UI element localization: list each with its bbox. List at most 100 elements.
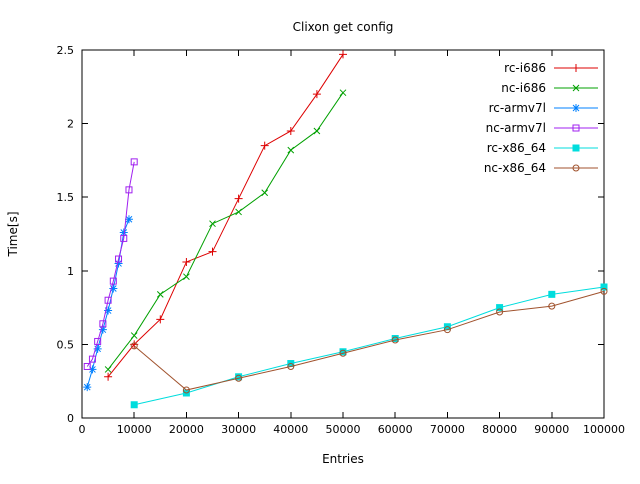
legend-item-rc-i686: rc-i686 bbox=[504, 61, 598, 75]
marker-square-filled bbox=[572, 144, 580, 152]
x-tick-label: 10000 bbox=[117, 423, 152, 436]
marker-square-open bbox=[125, 186, 133, 194]
series-rc-x86_64 bbox=[130, 283, 608, 409]
legend-label: rc-armv7l bbox=[489, 101, 546, 115]
marker-circle-open bbox=[548, 302, 556, 310]
marker-circle-open bbox=[391, 336, 399, 344]
x-tick-label: 80000 bbox=[482, 423, 517, 436]
x-tick-label: 40000 bbox=[273, 423, 308, 436]
y-axis-label: Time[s] bbox=[6, 212, 20, 258]
plot-content: 0 10000 20000 30000 40000 50000 60000 70000 8000… bbox=[57, 44, 626, 436]
series-line bbox=[86, 161, 135, 367]
x-tick-label: 90000 bbox=[534, 423, 569, 436]
series-nc-x86_64 bbox=[130, 287, 608, 394]
series-line bbox=[107, 92, 344, 370]
marker-plus bbox=[286, 126, 295, 135]
marker-circle-open bbox=[235, 374, 243, 382]
marker-plus bbox=[104, 372, 113, 381]
marker-square-filled bbox=[548, 290, 556, 298]
legend-item-nc-x86_64: nc-x86_64 bbox=[484, 161, 598, 175]
series-line bbox=[133, 290, 605, 391]
marker-asterisk bbox=[109, 284, 118, 293]
marker-plus bbox=[312, 90, 321, 99]
marker-asterisk bbox=[88, 365, 97, 374]
y-tick-label: 2.5 bbox=[57, 44, 75, 57]
marker-square-filled bbox=[496, 304, 504, 312]
marker-plus bbox=[260, 141, 269, 150]
legend-label: rc-i686 bbox=[504, 61, 546, 75]
marker-asterisk bbox=[98, 325, 107, 334]
marker-square-open bbox=[115, 255, 123, 263]
marker-asterisk bbox=[114, 259, 123, 268]
marker-square-open bbox=[130, 158, 138, 166]
marker-cross bbox=[287, 146, 295, 154]
x-tick-label: 0 bbox=[79, 423, 86, 436]
marker-cross bbox=[572, 84, 580, 92]
legend-label: nc-i686 bbox=[501, 81, 546, 95]
y-tick-label: 1 bbox=[67, 265, 74, 278]
marker-square-open bbox=[99, 320, 107, 328]
marker-plus bbox=[572, 64, 580, 72]
series-nc-i686 bbox=[104, 89, 347, 373]
x-tick-label: 100000 bbox=[583, 423, 625, 436]
marker-square-open bbox=[88, 355, 96, 363]
marker-square-open bbox=[572, 124, 580, 132]
marker-asterisk bbox=[119, 228, 128, 237]
x-tick-label: 60000 bbox=[378, 423, 413, 436]
legend-label: nc-armv7l bbox=[486, 121, 546, 135]
marker-square-open bbox=[104, 296, 112, 304]
marker-asterisk bbox=[83, 383, 92, 392]
marker-circle-open bbox=[130, 342, 138, 350]
marker-circle-open bbox=[339, 349, 347, 357]
marker-square-open bbox=[94, 337, 102, 345]
x-tick-label: 70000 bbox=[430, 423, 465, 436]
marker-asterisk bbox=[104, 306, 113, 315]
marker-plus bbox=[182, 257, 191, 266]
marker-plus bbox=[339, 50, 347, 59]
x-axis-label: Entries bbox=[322, 452, 364, 466]
marker-cross bbox=[156, 290, 164, 298]
marker-cross bbox=[130, 332, 138, 339]
marker-asterisk bbox=[572, 104, 580, 112]
legend-item-nc-armv7l: nc-armv7l bbox=[486, 121, 598, 135]
marker-plus bbox=[156, 315, 165, 324]
series-rc-i686 bbox=[104, 50, 347, 381]
y-tick-label: 0 bbox=[67, 412, 74, 425]
legend-label: rc-x86_64 bbox=[487, 141, 546, 155]
marker-asterisk bbox=[124, 215, 133, 224]
marker-circle-open bbox=[182, 386, 190, 394]
marker-plus bbox=[208, 247, 217, 256]
marker-circle-open bbox=[287, 362, 295, 370]
chart-title: Clixon get config bbox=[293, 20, 394, 34]
marker-asterisk bbox=[93, 344, 102, 353]
y-tick-label: 1.5 bbox=[57, 191, 75, 204]
marker-square-open bbox=[120, 234, 128, 242]
marker-cross bbox=[313, 127, 321, 135]
x-tick-label: 30000 bbox=[221, 423, 256, 436]
marker-circle-open bbox=[443, 326, 451, 334]
marker-cross bbox=[339, 89, 347, 97]
x-tick-label: 50000 bbox=[326, 423, 361, 436]
legend-item-rc-x86_64: rc-x86_64 bbox=[487, 141, 598, 155]
marker-cross bbox=[183, 273, 190, 281]
marker-circle-open bbox=[600, 287, 608, 295]
y-tick-label: 0.5 bbox=[57, 338, 75, 351]
marker-plus bbox=[234, 194, 243, 203]
marker-cross bbox=[104, 366, 112, 373]
marker-cross bbox=[235, 208, 242, 216]
series-line bbox=[134, 286, 605, 406]
marker-square-open bbox=[109, 277, 117, 285]
legend-item-rc-armv7l: rc-armv7l bbox=[489, 101, 598, 115]
marker-square-filled bbox=[600, 283, 608, 291]
marker-square-open bbox=[83, 362, 91, 370]
marker-cross bbox=[209, 220, 216, 228]
marker-circle-open bbox=[496, 308, 504, 316]
marker-circle-open bbox=[572, 164, 580, 172]
marker-cross bbox=[261, 189, 269, 197]
marker-square-filled bbox=[130, 401, 138, 409]
x-tick-label: 20000 bbox=[169, 423, 204, 436]
series-nc-armv7l bbox=[83, 158, 138, 370]
y-tick-label: 2 bbox=[67, 118, 74, 131]
